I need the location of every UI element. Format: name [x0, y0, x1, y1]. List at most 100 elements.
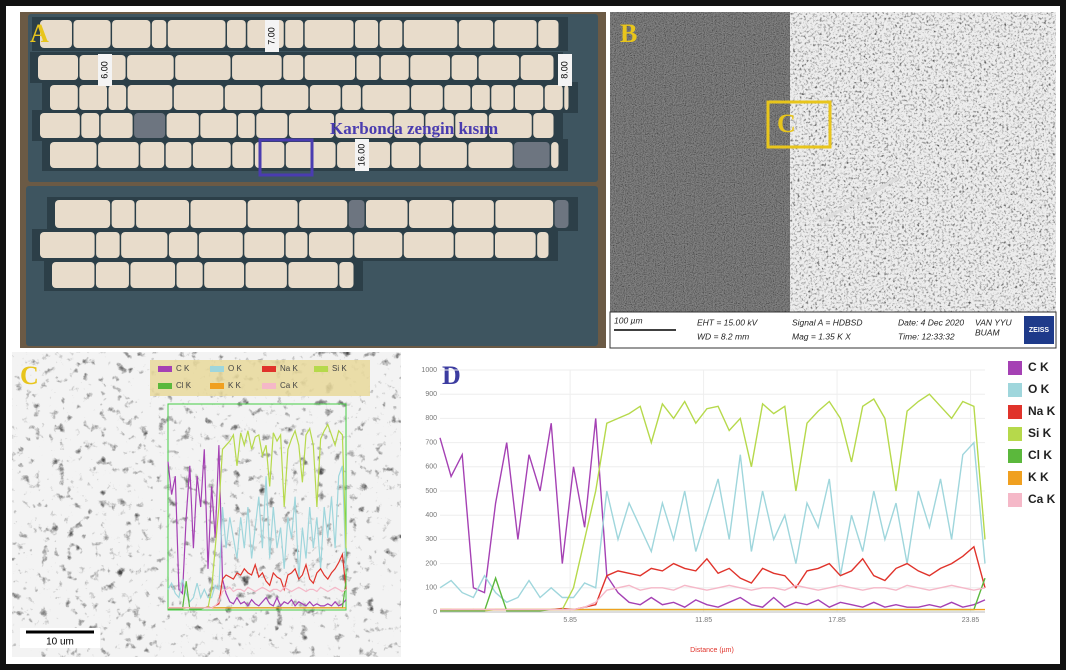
legend-swatch	[1008, 383, 1022, 397]
core	[495, 20, 537, 48]
core	[283, 55, 303, 80]
core	[109, 85, 127, 110]
core	[453, 200, 493, 228]
core	[411, 85, 443, 110]
panel-b	[610, 12, 1056, 348]
core	[472, 85, 490, 110]
info-text: WD = 8.2 mm	[697, 331, 749, 341]
legend-swatch	[314, 366, 328, 372]
core	[459, 20, 493, 48]
core	[169, 232, 197, 258]
legend-label: O K	[228, 364, 242, 373]
core	[551, 142, 558, 168]
box-label: C	[777, 109, 796, 138]
logo: ZEISS	[1029, 327, 1050, 334]
y-tick-label: 800	[425, 415, 437, 422]
info-text: EHT = 15.00 kV	[697, 317, 759, 327]
core	[152, 20, 166, 48]
y-tick-label: 900	[425, 391, 437, 398]
core	[521, 55, 554, 80]
core	[166, 142, 192, 168]
core	[55, 200, 110, 228]
legend-label: Ca K	[1028, 492, 1056, 506]
core	[545, 85, 563, 110]
info-text: Date: 4 Dec 2020	[898, 317, 964, 327]
legend-label: C K	[176, 364, 190, 373]
legend-label: C K	[1028, 360, 1049, 374]
core	[112, 200, 135, 228]
core	[564, 85, 568, 110]
core	[404, 20, 458, 48]
core	[199, 232, 243, 258]
core	[121, 232, 167, 258]
legend-label: K K	[228, 381, 242, 390]
x-axis-label: Distance (µm)	[690, 647, 734, 654]
core	[96, 232, 120, 258]
legend-label: Cl K	[1028, 448, 1052, 462]
x-tick-label: 5.85	[563, 617, 577, 624]
core	[204, 262, 244, 288]
core	[244, 232, 284, 258]
legend-swatch	[262, 366, 276, 372]
panel-label: C	[20, 361, 39, 390]
core	[246, 262, 287, 288]
legend-label: Si K	[332, 364, 347, 373]
legend-label: Cl K	[176, 381, 192, 390]
info-text: Signal A = HDBSD	[792, 317, 862, 327]
core	[537, 232, 548, 258]
sem-texture	[790, 12, 1056, 312]
y-tick-label: 600	[425, 464, 437, 471]
core	[455, 232, 493, 258]
legend-label: O K	[1028, 382, 1050, 396]
y-tick-label: 500	[425, 488, 437, 495]
legend-label: Na K	[1028, 404, 1056, 418]
core	[101, 113, 133, 138]
core	[404, 232, 454, 258]
core	[355, 20, 378, 48]
core	[232, 55, 282, 80]
core	[391, 142, 419, 168]
core	[495, 200, 553, 228]
core	[354, 232, 402, 258]
y-tick-label: 100	[425, 585, 437, 592]
core	[299, 200, 347, 228]
legend-label: K K	[1028, 470, 1049, 484]
core	[285, 20, 303, 48]
depth-label: 16.00	[356, 144, 366, 167]
info-text: Mag = 1.35 K X	[792, 331, 851, 341]
core	[98, 142, 139, 168]
y-tick-label: 700	[425, 439, 437, 446]
legend-swatch	[158, 383, 172, 389]
x-tick-label: 23.85	[962, 617, 980, 624]
legend-swatch	[210, 383, 224, 389]
core	[533, 113, 553, 138]
core	[134, 113, 165, 138]
core	[136, 200, 189, 228]
core	[50, 85, 78, 110]
legend-swatch	[1008, 405, 1022, 419]
info-text: VAN YYU	[975, 317, 1013, 327]
legend-swatch	[1008, 427, 1022, 441]
panel-label: A	[30, 19, 49, 48]
core	[495, 232, 536, 258]
core	[491, 85, 513, 110]
legend-swatch	[210, 366, 224, 372]
core	[232, 142, 253, 168]
y-tick-label: 200	[425, 560, 437, 567]
core	[286, 232, 308, 258]
core	[79, 85, 107, 110]
core	[227, 20, 246, 48]
core	[555, 200, 569, 228]
y-tick-label: 1000	[421, 367, 437, 374]
core	[288, 262, 337, 288]
core	[256, 113, 287, 138]
core	[262, 85, 308, 110]
sem-texture	[610, 12, 790, 312]
core	[225, 85, 261, 110]
core	[514, 142, 550, 168]
core	[200, 113, 236, 138]
core	[38, 55, 78, 80]
core	[191, 200, 247, 228]
core	[289, 113, 334, 138]
core	[381, 55, 409, 80]
